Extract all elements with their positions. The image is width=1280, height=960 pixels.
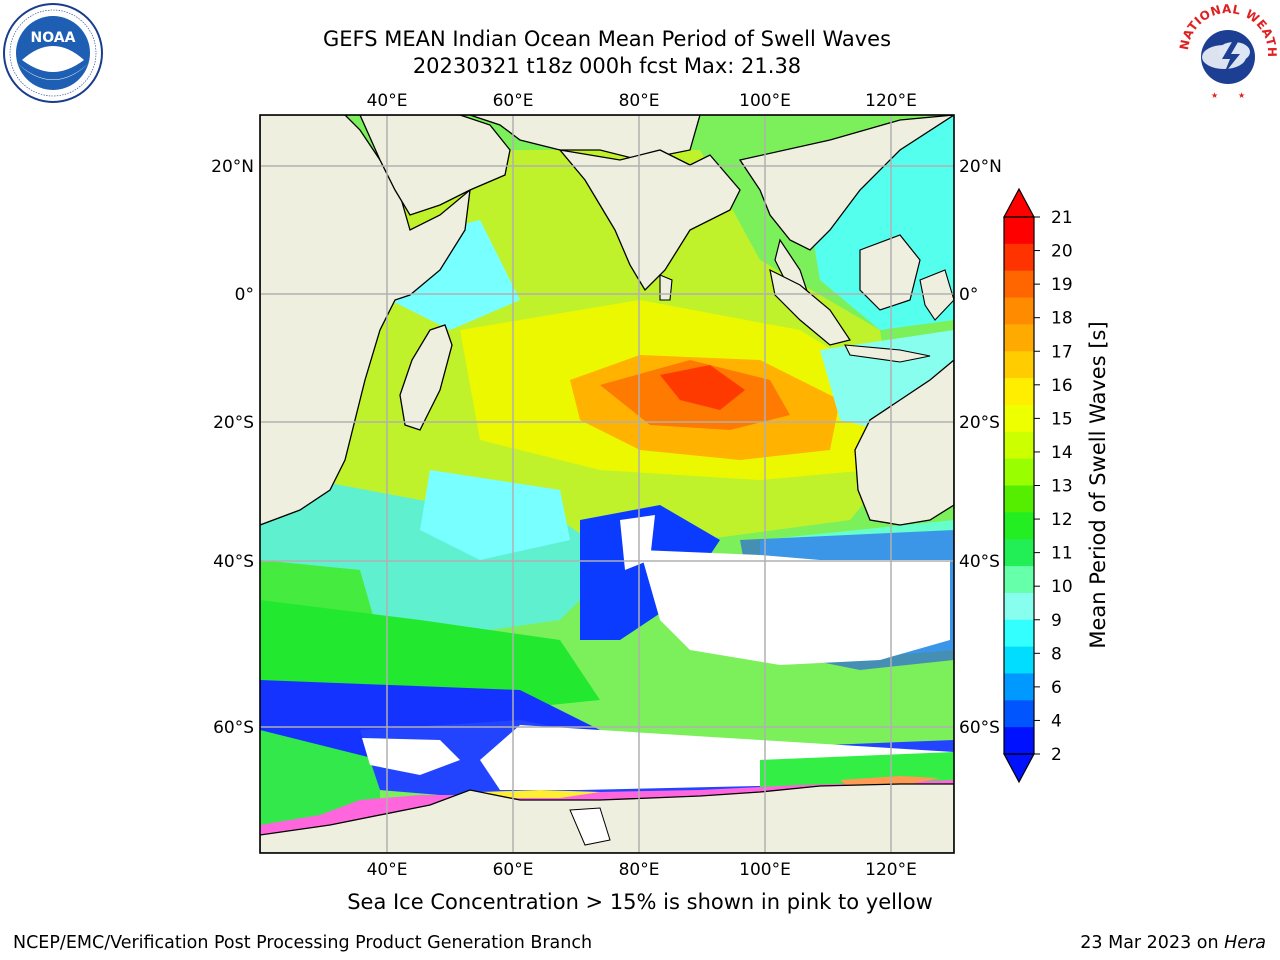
colorbar-tick-label: 6: [1051, 678, 1062, 698]
noaa-logo-text: NOAA: [31, 30, 76, 46]
lon-tick-bottom: 100°E: [739, 860, 791, 880]
colorbar-extend-max: [1002, 187, 1036, 218]
lon-tick-bottom: 120°E: [865, 860, 917, 880]
lat-tick-right: 20°N: [959, 157, 1002, 177]
colorbar-tick-label: 8: [1051, 644, 1062, 664]
colorbar-tick-label: 16: [1051, 376, 1073, 396]
colorbar-tick-label: 12: [1051, 510, 1073, 530]
colorbar-tick-label: 18: [1051, 309, 1073, 329]
lon-tick-top: 80°E: [619, 91, 660, 111]
lon-tick-top: 100°E: [739, 91, 791, 111]
chart-title: GEFS MEAN Indian Ocean Mean Period of Sw…: [322, 27, 892, 51]
colorbar-tick-label: 2: [1051, 745, 1062, 765]
graticule: [260, 115, 954, 853]
colorbar-segment: [1004, 458, 1034, 486]
colorbar-tick-label: 20: [1051, 242, 1073, 262]
lat-tick-left: 40°S: [213, 552, 254, 572]
colorbar-segment: [1004, 539, 1034, 567]
colorbar: [1002, 187, 1036, 784]
colorbar-label: Mean Period of Swell Waves [s]: [1086, 321, 1110, 648]
nws-logo: NATIONAL WEATHER SERVICE ★ ★: [1176, 2, 1279, 101]
colorbar-tick-label: 15: [1051, 409, 1073, 429]
colorbar-segment: [1004, 727, 1034, 755]
colorbar-segment: [1004, 404, 1034, 433]
colorbar-segment: [1004, 485, 1034, 513]
lat-tick-right: 0°: [959, 285, 978, 305]
lon-tick-top: 40°E: [367, 91, 408, 111]
colorbar-tick-label: 19: [1051, 275, 1073, 295]
colorbar-segment: [1004, 566, 1034, 594]
date-label: 23 Mar 2023 on: [1080, 933, 1225, 953]
colorbar-tick-label: 10: [1051, 577, 1073, 597]
colorbar-segment: [1004, 619, 1034, 648]
colorbar-segment: [1004, 378, 1034, 406]
colorbar-segment: [1004, 324, 1034, 352]
machine-name: Hera: [1224, 933, 1266, 953]
lat-tick-right: 40°S: [959, 552, 1000, 572]
colorbar-segment: [1004, 270, 1034, 299]
colorbar-segment: [1004, 512, 1034, 540]
lat-tick-left: 0°: [235, 285, 254, 305]
colorbar-tick-label: 4: [1051, 711, 1062, 731]
colorbar-tick-label: 13: [1051, 477, 1073, 497]
colorbar-segment: [1004, 351, 1034, 379]
lat-tick-right: 60°S: [959, 718, 1000, 738]
map-frame: [259, 114, 955, 854]
date-text: 23 Mar 2023 on Hera: [1080, 933, 1266, 953]
colorbar-tick-label: 21: [1051, 208, 1073, 228]
colorbar-segment: [1004, 646, 1034, 674]
lon-tick-top: 120°E: [865, 91, 917, 111]
noaa-logo: NOAA: [3, 3, 103, 103]
sea-ice-note: Sea Ice Concentration > 15% is shown in …: [347, 890, 933, 914]
lon-tick-bottom: 80°E: [619, 860, 660, 880]
colorbar-tick-label: 11: [1051, 544, 1073, 564]
colorbar-segment: [1004, 431, 1034, 460]
chart-subtitle: 20230321 t18z 000h fcst Max: 21.38: [412, 54, 802, 78]
colorbar-segment: [1004, 297, 1034, 325]
lat-tick-left: 60°S: [213, 718, 254, 738]
colorbar-segment: [1004, 673, 1034, 701]
lat-tick-left: 20°S: [213, 413, 254, 433]
lon-tick-top: 60°E: [493, 91, 534, 111]
colorbar-tick-label: 17: [1051, 342, 1073, 362]
colorbar-segment: [1004, 592, 1034, 621]
colorbar-segment: [1004, 217, 1034, 245]
colorbar-segment: [1004, 700, 1034, 728]
svg-text:★: ★: [1211, 91, 1218, 100]
colorbar-segment: [1004, 243, 1034, 272]
colorbar-extend-min: [1002, 753, 1036, 784]
lon-tick-bottom: 60°E: [493, 860, 534, 880]
credit-text: NCEP/EMC/Verification Post Processing Pr…: [13, 933, 593, 953]
svg-text:★: ★: [1238, 91, 1245, 100]
lat-tick-right: 20°S: [959, 413, 1000, 433]
colorbar-tick-label: 9: [1051, 611, 1062, 631]
colorbar-tick-label: 14: [1051, 443, 1073, 463]
lon-tick-bottom: 40°E: [367, 860, 408, 880]
lat-tick-left: 20°N: [211, 157, 254, 177]
